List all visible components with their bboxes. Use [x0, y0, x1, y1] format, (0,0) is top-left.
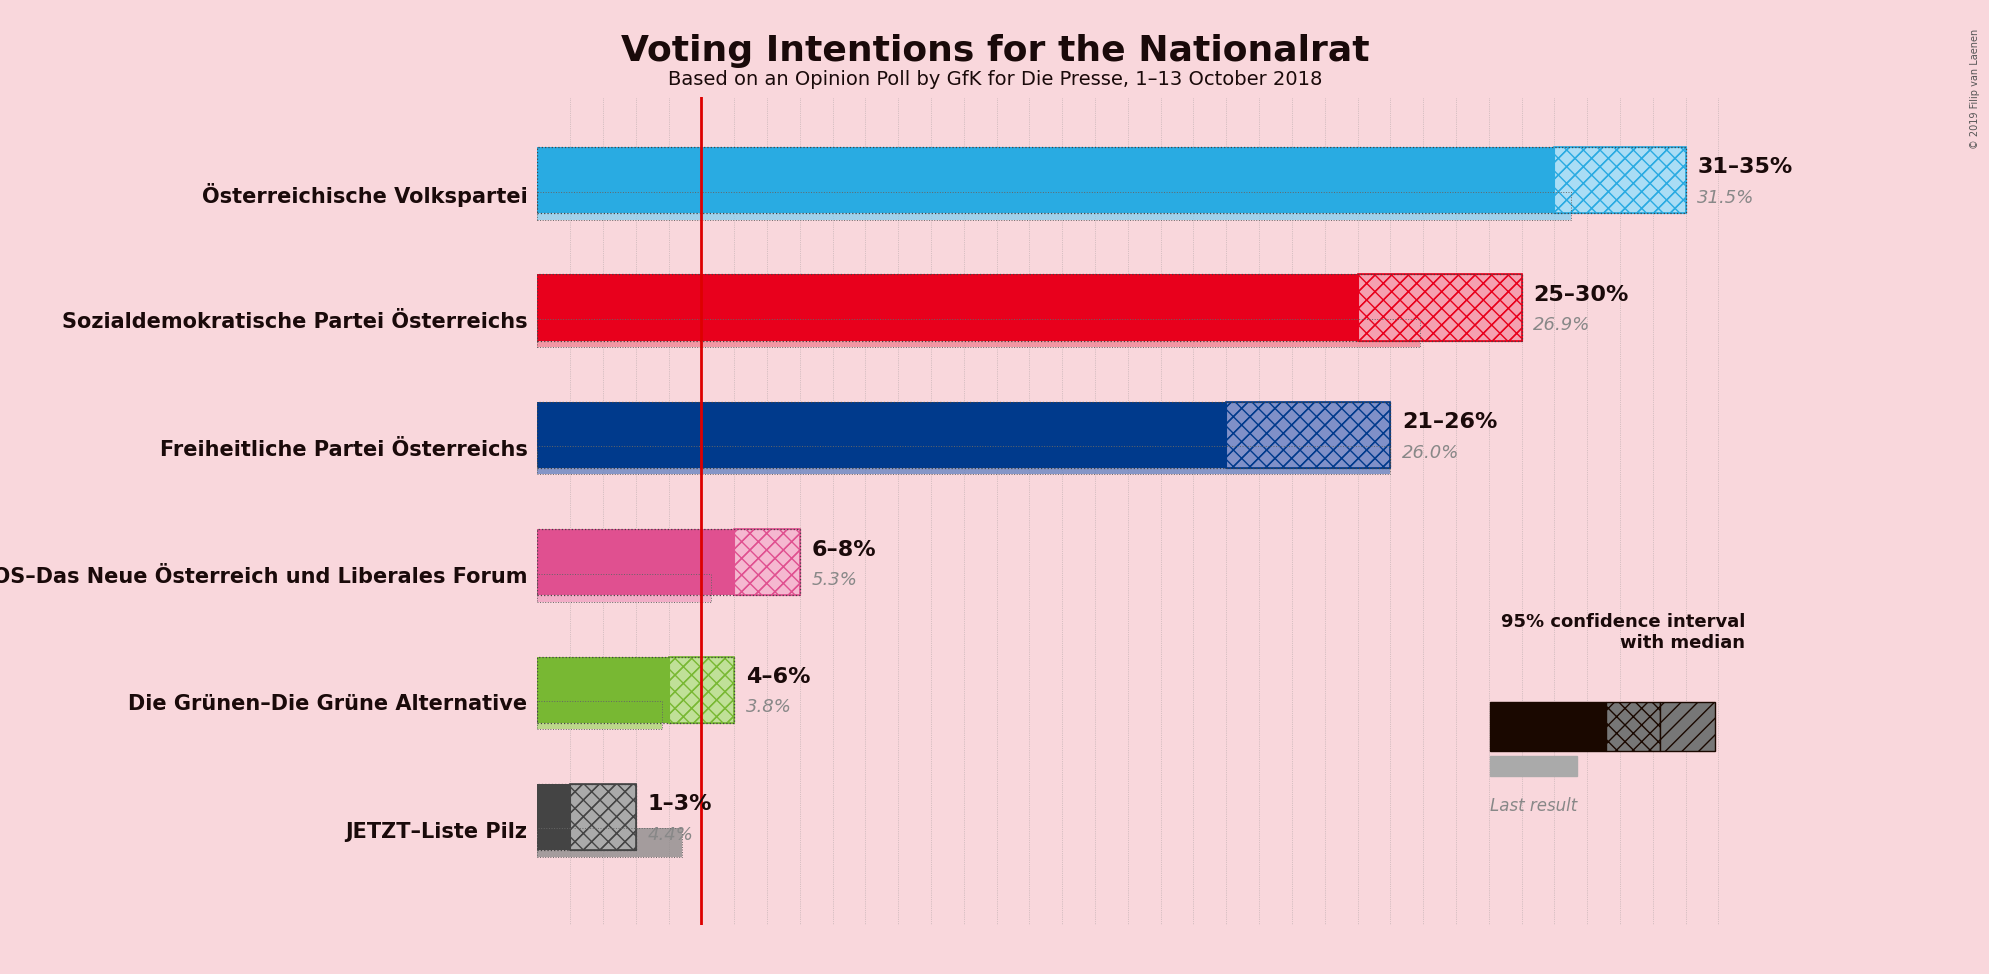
Bar — [569, 784, 634, 850]
Text: Voting Intentions for the Nationalrat: Voting Intentions for the Nationalrat — [621, 34, 1368, 68]
Bar — [537, 701, 662, 730]
Bar — [1490, 756, 1575, 776]
Text: 25–30%: 25–30% — [1532, 284, 1627, 305]
Text: 26.0%: 26.0% — [1400, 444, 1458, 462]
Text: 26.9%: 26.9% — [1532, 317, 1589, 334]
Bar — [537, 319, 1418, 347]
Bar — [537, 402, 1225, 468]
Bar — [1605, 701, 1659, 752]
Bar — [734, 529, 800, 595]
Bar — [668, 656, 734, 723]
Text: Based on an Opinion Poll by GfK for Die Presse, 1–13 October 2018: Based on an Opinion Poll by GfK for Die … — [668, 70, 1321, 90]
Bar — [1225, 402, 1390, 468]
Text: © 2019 Filip van Laenen: © 2019 Filip van Laenen — [1969, 29, 1979, 149]
Bar — [537, 701, 662, 730]
Bar — [537, 829, 682, 856]
Bar — [537, 529, 800, 595]
Bar — [1659, 701, 1715, 752]
Bar — [537, 192, 1569, 220]
Text: 4–6%: 4–6% — [746, 667, 810, 687]
Bar — [537, 574, 710, 602]
Bar — [537, 147, 1685, 213]
Text: 5.3%: 5.3% — [812, 571, 857, 589]
Bar — [537, 402, 1390, 468]
Bar — [1490, 701, 1605, 752]
Bar — [1553, 147, 1685, 213]
Bar — [537, 446, 1390, 474]
Bar — [537, 574, 710, 602]
Bar — [734, 529, 800, 595]
Text: 3.8%: 3.8% — [746, 698, 792, 717]
Bar — [537, 275, 1356, 341]
Bar — [537, 147, 1553, 213]
Bar — [537, 784, 634, 850]
Bar — [537, 656, 734, 723]
Bar — [1553, 147, 1685, 213]
Bar — [668, 656, 734, 723]
Text: 31–35%: 31–35% — [1697, 158, 1792, 177]
Text: 21–26%: 21–26% — [1400, 412, 1496, 432]
Bar — [537, 784, 569, 850]
Bar — [1356, 275, 1522, 341]
Text: 95% confidence interval
with median: 95% confidence interval with median — [1500, 614, 1744, 653]
Bar — [1356, 275, 1522, 341]
Text: Last result: Last result — [1490, 797, 1577, 815]
Bar — [537, 656, 668, 723]
Text: 6–8%: 6–8% — [812, 540, 875, 559]
Bar — [569, 784, 634, 850]
Bar — [537, 275, 1522, 341]
Bar — [1225, 402, 1390, 468]
Text: 4.4%: 4.4% — [646, 826, 692, 843]
Bar — [537, 446, 1390, 474]
Text: 1–3%: 1–3% — [646, 795, 712, 814]
Bar — [537, 192, 1569, 220]
Bar — [537, 319, 1418, 347]
Bar — [537, 529, 734, 595]
Bar — [537, 829, 682, 856]
Text: 31.5%: 31.5% — [1697, 189, 1754, 207]
